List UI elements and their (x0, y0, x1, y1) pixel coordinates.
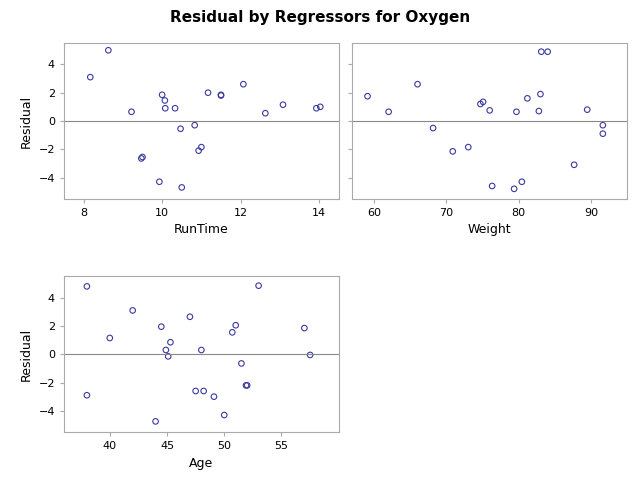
Point (160, 96, 170, 104)
Point (242, 382, 252, 389)
Point (157, 91, 167, 99)
Point (478, 98, 488, 106)
Point (305, 351, 316, 359)
Point (127, 307, 138, 314)
Point (138, 153, 148, 161)
Point (535, 90, 545, 98)
Point (198, 387, 209, 395)
Y-axis label: Residual: Residual (20, 95, 33, 147)
Point (484, 107, 495, 114)
Point (170, 104, 180, 112)
Point (150, 418, 161, 425)
Point (193, 147, 204, 155)
Point (311, 104, 321, 112)
Point (191, 387, 201, 395)
Text: Residual by Regressors for Oxygen: Residual by Regressors for Oxygen (170, 10, 470, 24)
Point (236, 360, 246, 367)
Point (209, 393, 219, 400)
Point (278, 101, 288, 108)
Point (534, 107, 544, 115)
Point (227, 328, 237, 336)
Point (136, 155, 147, 162)
Point (509, 185, 519, 192)
Point (598, 130, 608, 138)
Point (253, 282, 264, 289)
Point (598, 121, 608, 129)
Point (126, 108, 136, 116)
Point (463, 143, 474, 151)
Point (203, 89, 213, 96)
Point (189, 121, 200, 129)
Point (196, 143, 207, 151)
Point (103, 47, 113, 54)
Point (105, 334, 115, 342)
Point (154, 178, 164, 186)
Point (216, 91, 226, 99)
Point (82, 391, 92, 399)
X-axis label: Weight: Weight (468, 223, 511, 236)
Point (487, 182, 497, 190)
Point (582, 106, 593, 113)
Point (383, 108, 394, 116)
Point (522, 95, 532, 102)
Point (476, 100, 486, 108)
Point (161, 346, 171, 354)
Point (238, 80, 248, 88)
Point (241, 382, 251, 389)
Point (165, 338, 175, 346)
Point (230, 322, 241, 329)
Point (315, 103, 325, 111)
Point (177, 183, 187, 191)
Point (85, 73, 95, 81)
Point (536, 48, 547, 56)
Point (447, 147, 458, 155)
Y-axis label: Residual: Residual (20, 328, 33, 381)
Point (175, 125, 186, 132)
Point (569, 161, 579, 168)
Point (185, 313, 195, 321)
Point (163, 352, 173, 360)
Point (511, 108, 522, 116)
X-axis label: RunTime: RunTime (174, 223, 228, 236)
Point (160, 104, 170, 112)
Point (260, 109, 271, 117)
Point (216, 92, 226, 99)
Point (412, 80, 422, 88)
Point (82, 283, 92, 290)
Point (516, 178, 527, 186)
Point (219, 411, 229, 419)
Point (428, 124, 438, 132)
Point (543, 48, 553, 56)
Point (196, 346, 207, 354)
Point (156, 323, 166, 331)
Point (362, 92, 372, 100)
Point (300, 324, 310, 332)
X-axis label: Age: Age (189, 456, 214, 469)
